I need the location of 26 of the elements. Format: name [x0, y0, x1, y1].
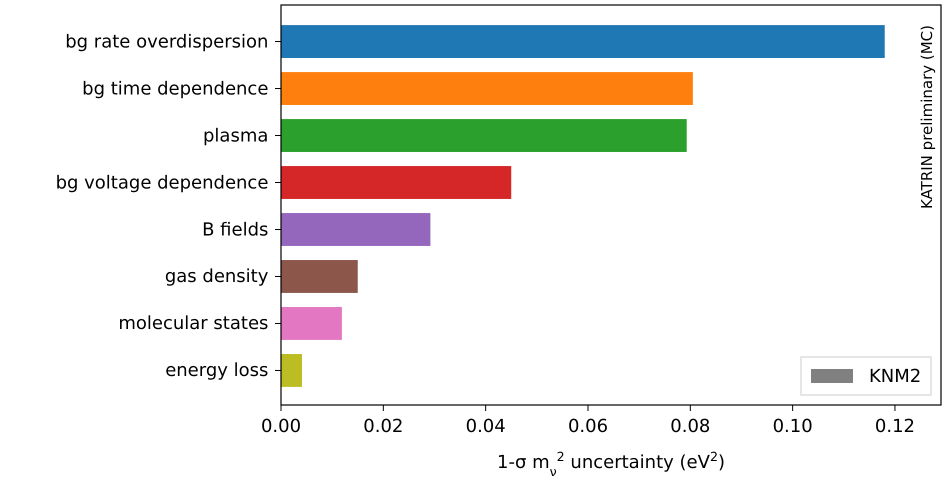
x-tick-label: 0.00	[260, 416, 302, 437]
y-tick-label: B fields	[202, 219, 268, 240]
bar	[281, 307, 342, 340]
y-tick-label: bg voltage dependence	[56, 172, 268, 194]
y-tick-label: plasma	[202, 125, 268, 146]
x-tick-label: 0.02	[363, 416, 404, 437]
x-tick-label: 0.06	[568, 416, 608, 437]
bar	[281, 166, 512, 199]
bar	[281, 72, 693, 105]
y-tick-label: bg rate overdispersion	[65, 31, 268, 52]
bar	[281, 213, 430, 246]
bar	[281, 25, 885, 58]
y-tick-label: gas density	[164, 266, 269, 288]
bar	[281, 354, 302, 387]
y-tick-label: energy loss	[165, 360, 268, 382]
text: KNM2	[869, 366, 922, 387]
y-tick-label: bg time dependence	[82, 78, 268, 100]
bar	[281, 119, 687, 152]
y-tick-label: molecular states	[118, 313, 268, 334]
x-tick-label: 0.12	[874, 416, 915, 437]
annotation: KATRIN preliminary (MC)	[918, 25, 936, 209]
x-axis-title: 1-σ m$_{ν}$$^{2}$ uncertainty (eV$^{2}$)	[497, 448, 725, 478]
x-tick-label: 0.04	[466, 416, 506, 437]
x-tick-label: 0.08	[670, 416, 710, 437]
x-tick-label: 0.10	[772, 416, 813, 437]
bar	[281, 260, 358, 293]
